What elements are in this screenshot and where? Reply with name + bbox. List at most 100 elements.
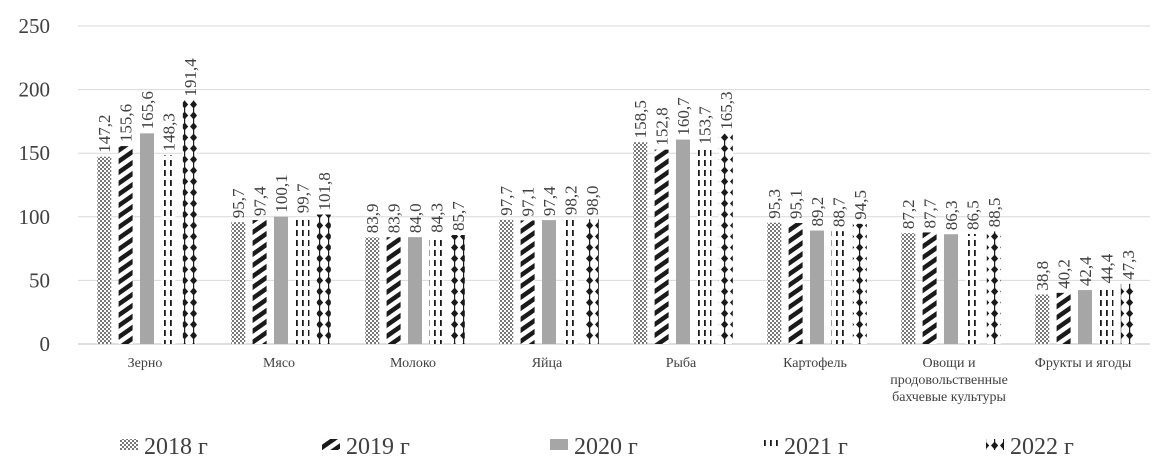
bar	[499, 219, 514, 344]
data-label: 89,2	[808, 197, 827, 227]
data-label: 83,9	[385, 204, 404, 234]
legend: 2018 г 2019 г 2020 г 2021 г 2022 г	[120, 434, 1074, 460]
y-tick-label: 150	[19, 141, 51, 165]
bar	[788, 223, 803, 344]
bar	[231, 222, 246, 344]
bar	[97, 156, 112, 344]
bar	[944, 234, 958, 344]
bar	[274, 216, 288, 344]
bar	[831, 231, 846, 344]
data-label: 88,5	[985, 198, 1004, 228]
bar	[118, 146, 133, 344]
bar	[252, 220, 267, 344]
bar	[316, 214, 331, 344]
data-label: 95,1	[787, 189, 806, 219]
data-label: 153,7	[695, 106, 714, 145]
data-label: 97,7	[497, 185, 516, 215]
bar	[408, 237, 422, 344]
data-label: 152,8	[653, 107, 672, 145]
data-label: 100,1	[272, 174, 291, 212]
legend-label: 2019 г	[346, 434, 410, 460]
legend-swatch	[550, 439, 568, 450]
data-label: 85,7	[449, 201, 468, 231]
bar	[140, 133, 154, 344]
legend-label: 2018 г	[144, 434, 208, 460]
legend-label: 2022 г	[1010, 434, 1074, 460]
data-label: 95,3	[765, 189, 784, 219]
data-label: 101,8	[315, 172, 334, 210]
bar	[182, 100, 197, 344]
bar	[1035, 294, 1050, 344]
bar	[852, 223, 867, 344]
data-label: 148,3	[159, 113, 178, 151]
bar	[901, 233, 916, 344]
data-label: 160,7	[674, 97, 693, 136]
y-tick-label: 200	[19, 78, 51, 102]
legend-swatch	[760, 439, 778, 450]
bar	[676, 139, 690, 344]
x-tick-label: Зерно	[128, 356, 163, 371]
data-label: 84,3	[427, 203, 446, 233]
data-label: 97,1	[519, 187, 538, 217]
x-tick-label: Овощи и продовольственные бахчевые культур…	[890, 356, 1008, 405]
data-label: 98,2	[561, 185, 580, 215]
legend-swatch	[322, 439, 340, 450]
data-label: 99,7	[293, 183, 312, 213]
bar	[718, 133, 733, 344]
x-tick-label: Яйца	[532, 356, 563, 371]
data-label: 158,5	[631, 100, 650, 138]
bar	[965, 233, 980, 344]
legend-label: 2020 г	[574, 434, 638, 460]
data-label: 155,6	[117, 104, 136, 142]
data-label: 47,3	[1119, 250, 1138, 280]
bar	[161, 155, 176, 344]
data-label: 165,3	[717, 91, 736, 129]
legend-label: 2021 г	[784, 434, 848, 460]
data-label: 84,0	[406, 203, 425, 233]
bar	[633, 142, 648, 344]
data-label: 97,4	[251, 186, 270, 216]
bar	[1078, 290, 1092, 344]
x-tick-label: Фрукты и ягоды	[1035, 356, 1132, 371]
x-tick-label: Картофель	[783, 356, 847, 371]
bar	[563, 219, 578, 344]
y-tick-label: 0	[40, 332, 51, 356]
y-tick-label: 100	[19, 205, 51, 229]
data-label: 38,8	[1033, 261, 1052, 291]
data-label: 191,4	[181, 58, 200, 97]
data-label: 94,5	[851, 190, 870, 220]
data-label: 40,2	[1055, 259, 1074, 289]
bars	[97, 100, 1135, 344]
bar	[295, 217, 310, 344]
data-label: 86,5	[963, 200, 982, 230]
bar	[810, 230, 824, 344]
y-tick-label: 250	[19, 14, 51, 38]
data-label: 83,9	[363, 204, 382, 234]
data-label: 86,3	[942, 200, 961, 230]
data-label: 165,6	[138, 91, 157, 129]
bar	[1099, 287, 1114, 344]
bar	[767, 222, 782, 344]
data-label: 98,0	[583, 186, 602, 216]
data-label: 44,4	[1097, 253, 1116, 283]
bar	[584, 219, 599, 344]
x-tick-label: Молоко	[390, 356, 436, 371]
bar	[520, 220, 535, 344]
bar	[922, 232, 937, 344]
y-tick-label: 50	[29, 268, 50, 292]
bar	[542, 220, 556, 344]
data-label: 42,4	[1076, 256, 1095, 286]
legend-swatch	[120, 439, 138, 450]
legend-swatch	[986, 439, 1004, 450]
x-tick-label: Мясо	[263, 356, 295, 371]
bar	[697, 148, 712, 344]
data-label: 87,7	[921, 198, 940, 228]
data-label: 97,4	[540, 186, 559, 216]
bar	[429, 236, 444, 344]
bar	[986, 231, 1001, 344]
bar	[365, 237, 380, 344]
data-label: 95,7	[229, 188, 248, 218]
x-tick-label: Рыба	[666, 356, 697, 371]
